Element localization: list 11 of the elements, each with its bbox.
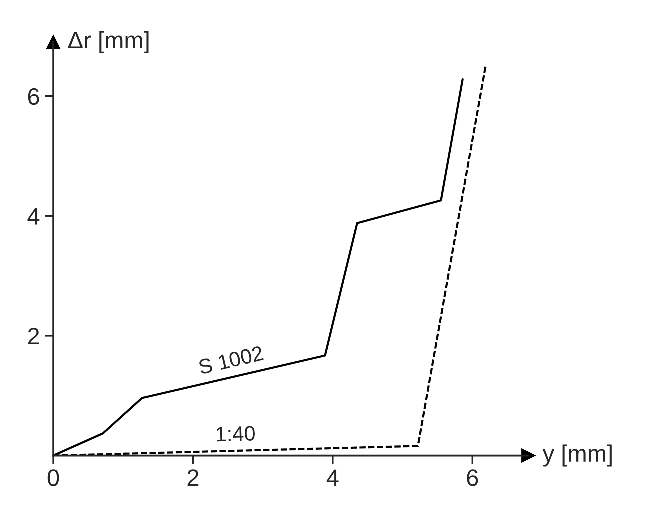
x-axis-title: y [mm] bbox=[542, 444, 612, 467]
series-label: 1:40 bbox=[216, 426, 256, 442]
x-tick-label: 0 bbox=[48, 470, 60, 486]
y-tick-label: 4 bbox=[28, 208, 40, 225]
x-tick-label: 6 bbox=[467, 470, 478, 486]
y-tick-label: 2 bbox=[28, 328, 40, 345]
y-axis-title: Δr [mm] bbox=[68, 31, 149, 54]
y-tick-label: 6 bbox=[28, 88, 40, 106]
x-tick-label: 4 bbox=[326, 470, 339, 486]
x-tick-label: 2 bbox=[188, 470, 199, 486]
text: S 1002 bbox=[198, 346, 264, 375]
